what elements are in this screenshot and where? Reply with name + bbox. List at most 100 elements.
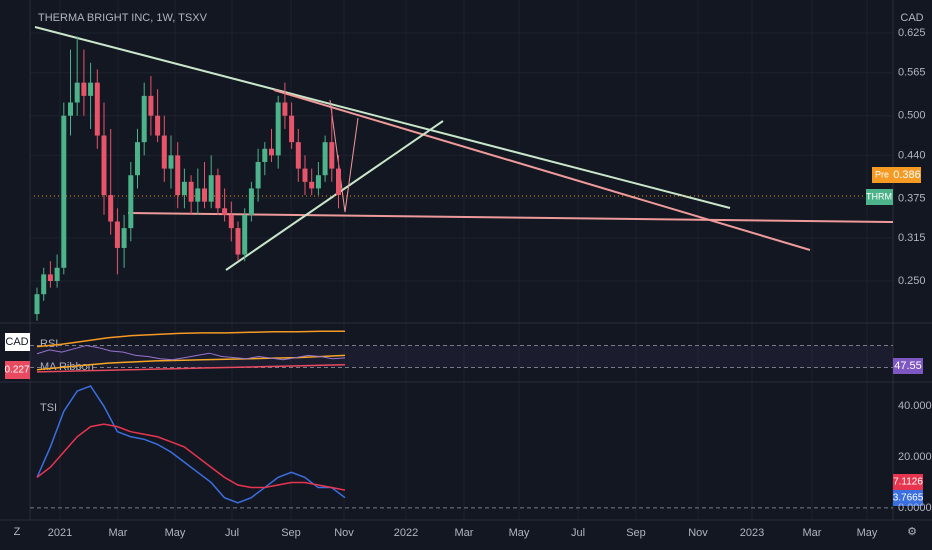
tsi-signal-tag (893, 474, 923, 490)
x-tick-label: 2023 (740, 527, 764, 539)
x-tick-label: May (165, 527, 186, 539)
x-tick-label: Mar (109, 527, 128, 539)
x-tick-label: Nov (334, 527, 354, 539)
rsi-value: 47.55 (894, 360, 922, 372)
x-tick-label: Sep (281, 527, 301, 539)
y-tick-label: 0.375 (898, 192, 926, 204)
candle-body (61, 115, 67, 268)
x-tick-label: May (857, 527, 878, 539)
candle-body (222, 208, 228, 215)
y-tick-label: 0.315 (898, 232, 926, 244)
candle-body (269, 148, 274, 156)
timezone-icon[interactable]: Z (14, 526, 21, 538)
candle-body (255, 161, 261, 189)
candle-body (88, 82, 94, 96)
y-tick-label: 0.625 (898, 27, 926, 39)
y-tick-label: 0.250 (898, 275, 926, 287)
y-tick-label: 0.440 (898, 149, 926, 161)
candle-body (47, 274, 53, 282)
trendline (34, 26, 731, 209)
pre-value-tag (893, 167, 921, 183)
chart-title: THERMA BRIGHT INC, 1W, TSXV (38, 12, 208, 24)
candle-body (315, 175, 321, 189)
y-tick-label: 0.565 (898, 67, 926, 79)
candle-body (188, 181, 194, 202)
candle-body (128, 175, 134, 229)
x-tick-label: Mar (455, 527, 474, 539)
candle-body (141, 95, 147, 143)
candle-body (121, 228, 127, 248)
x-tick-label: Nov (688, 527, 708, 539)
candle-body (248, 188, 254, 215)
rsi-label: RSI (40, 338, 58, 350)
candle-body (108, 195, 114, 222)
candle-body (135, 142, 140, 176)
candle-body (181, 181, 187, 196)
tsi-tick-label: 20.0000 (898, 451, 932, 463)
badge-currency: CAD (5, 336, 28, 348)
candle-body (195, 188, 201, 202)
candle-body (34, 294, 40, 315)
candle-body (275, 102, 281, 156)
grid (30, 0, 893, 520)
rsi-band (30, 345, 893, 368)
x-tick-label: 2021 (48, 527, 72, 539)
candle-body (148, 95, 154, 116)
candle-body (215, 175, 221, 209)
pre-value: 0.386 (893, 169, 921, 181)
x-tick-label: May (509, 527, 530, 539)
settings-icon[interactable]: ⚙ (907, 526, 917, 538)
candle-body (81, 82, 87, 96)
x-tick-label: Jul (571, 527, 585, 539)
x-tick-label: Jul (225, 527, 239, 539)
candle-body (235, 228, 241, 255)
tsi-label: TSI (40, 402, 57, 414)
candle-body (68, 102, 73, 116)
candle-body (161, 135, 167, 169)
candle-body (74, 82, 80, 103)
trendline (344, 117, 359, 213)
tsi-tick-label: 0.0000 (898, 502, 932, 514)
symbol: THRM (866, 191, 892, 201)
candle-body (168, 155, 174, 169)
candle-body (228, 214, 234, 229)
candle-body (336, 168, 341, 196)
candle-body (289, 115, 295, 143)
trendlines (34, 26, 894, 271)
symbol-tag (866, 189, 893, 205)
rsi-tag (893, 358, 923, 374)
x-tick-label: 2022 (394, 527, 418, 539)
trendline (273, 89, 811, 251)
candle-body (242, 214, 248, 255)
candle-body (309, 181, 315, 189)
candle-body (155, 115, 161, 136)
candle-body (329, 142, 335, 169)
candle-body (295, 142, 301, 169)
currency: CAD (900, 12, 923, 24)
y-tick-label: 0.500 (898, 110, 926, 122)
candle-body (282, 102, 288, 116)
x-tick-label: Sep (626, 527, 646, 539)
candle-body (302, 168, 308, 182)
candle-body (114, 221, 120, 248)
tsi-tick-label: 40.0000 (898, 400, 932, 412)
candle-body (208, 175, 214, 202)
trendline (329, 99, 346, 213)
candle-body (41, 274, 47, 295)
tsi-tag (893, 490, 923, 506)
rsi-line (36, 344, 346, 361)
candle-body (94, 82, 100, 136)
currency-badge (5, 333, 30, 351)
price-badge (5, 361, 30, 379)
x-tick-label: Mar (803, 527, 822, 539)
pre-tag (872, 167, 893, 183)
candle-body (202, 188, 207, 202)
tsi-line (36, 423, 346, 491)
candle-body (322, 142, 328, 176)
pre-label: Pre (875, 169, 889, 179)
tsi-line (36, 385, 346, 504)
candle-body (54, 267, 60, 282)
tsi-signal-value: 7.1126 (893, 477, 923, 488)
